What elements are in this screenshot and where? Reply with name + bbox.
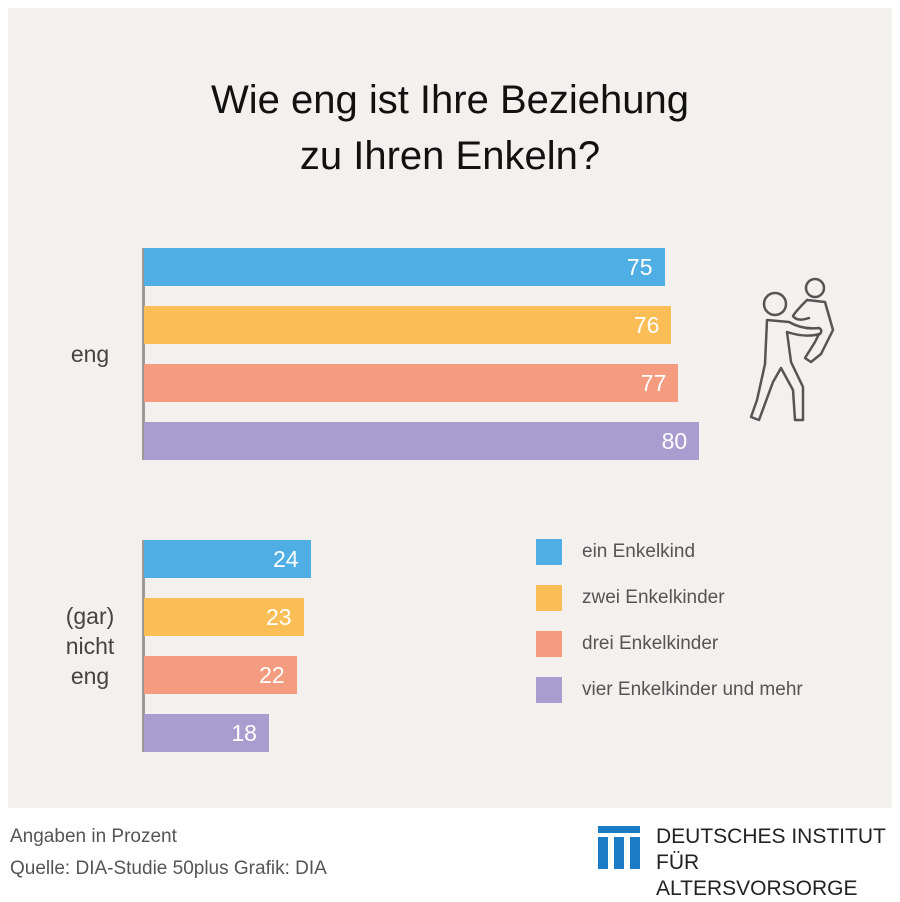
data-label: 76 [633,312,660,338]
bar: 23 [144,598,304,636]
data-label: 22 [259,662,285,688]
data-label: 77 [640,370,667,396]
category-label: (gar) nicht eng [65,603,115,689]
logo-line: FÜR ALTERSVORSORGE [656,851,858,900]
legend-item: vier Enkelkinder und mehr [536,677,803,703]
legend-item: drei Enkelkinder [536,631,718,657]
bar: 80 [144,422,700,460]
legend-label: ein Enkelkind [582,541,696,562]
legend-swatch [536,677,562,703]
logo-text: DEUTSCHES INSTITUT FÜR ALTERSVORSORGE [656,824,900,902]
bar: 22 [144,656,297,694]
category-label: eng [70,341,110,367]
legend-item: zwei Enkelkinder [536,585,725,611]
legend-label: vier Enkelkinder und mehr [582,679,803,700]
data-label: 18 [231,720,257,746]
bar: 18 [144,714,269,752]
legend-label: zwei Enkelkinder [582,587,725,608]
unit-note: Angaben in Prozent [10,826,177,847]
legend-item: ein Enkelkind [536,539,695,565]
legend-label: drei Enkelkinder [582,633,719,654]
legend-swatch [536,631,562,657]
data-label: 23 [266,604,292,630]
legend-swatch [536,539,562,565]
data-label: 75 [626,254,653,280]
dia-logo-icon [598,826,640,869]
title-line: Wie eng ist Ihre Beziehung [210,78,690,122]
data-label: 24 [272,546,299,572]
source-note: Quelle: DIA-Studie 50plus Grafik: DIA [10,858,327,879]
category-axis-line [142,540,145,752]
category-axis-line [142,248,145,460]
bar: 24 [144,540,311,578]
bar: 77 [144,364,679,402]
bar: 76 [144,306,672,344]
logo-line: DEUTSCHES INSTITUT [656,825,886,848]
bar: 75 [144,248,665,286]
legend-swatch [536,585,562,611]
data-label: 80 [661,428,688,454]
chart-title: Wie eng ist Ihre Beziehung zu Ihren Enke… [0,72,900,184]
grandparent-carrying-child-icon [749,277,835,422]
title-line: zu Ihren Enkeln? [299,134,601,178]
